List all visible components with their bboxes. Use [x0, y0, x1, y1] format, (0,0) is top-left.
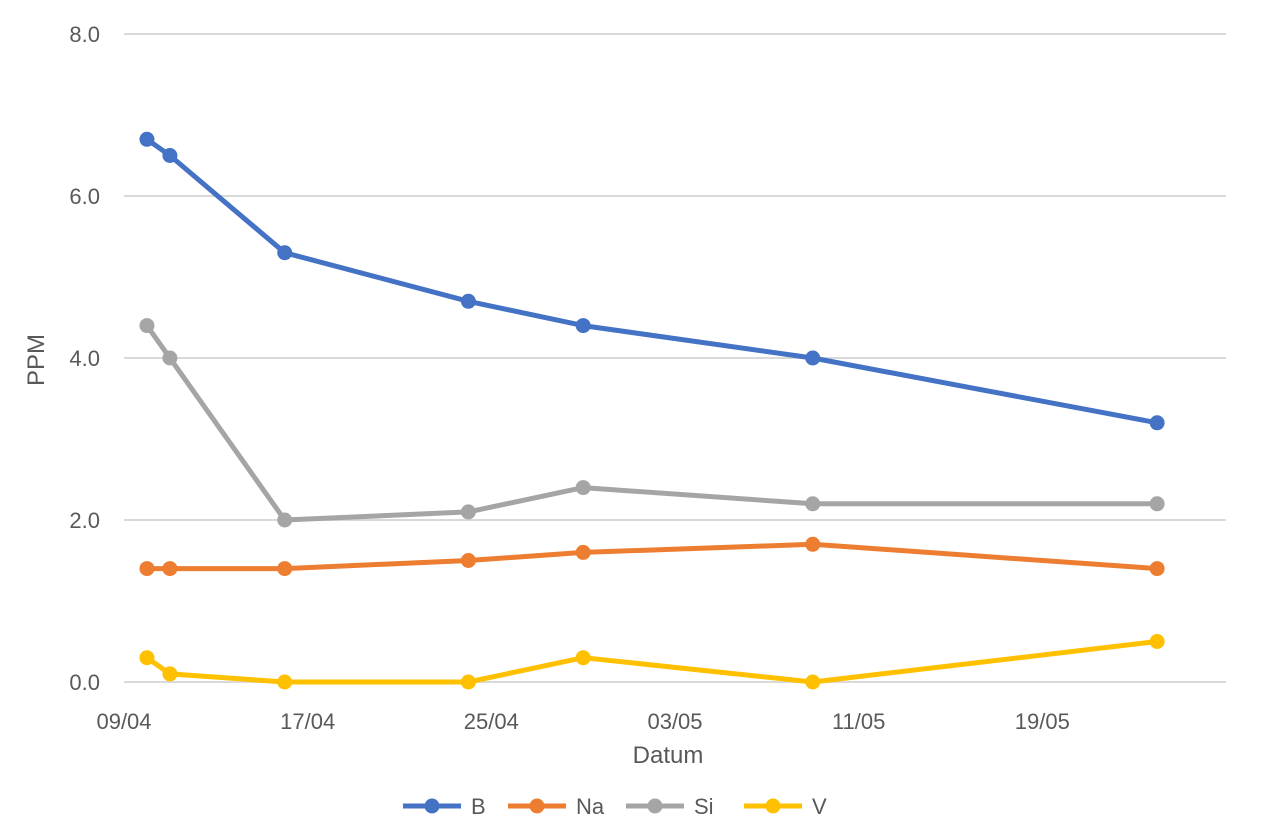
data-point-v: [162, 666, 178, 682]
legend-swatch-marker: [765, 798, 781, 814]
data-point-na: [1149, 561, 1165, 577]
series-line-si: [144, 323, 1160, 523]
data-point-v: [460, 674, 476, 690]
legend-item-v: V: [744, 794, 827, 819]
series-v: [139, 634, 1165, 690]
x-tick-label: 11/05: [832, 709, 885, 734]
legend-swatch-marker: [424, 798, 440, 814]
gridlines: [124, 33, 1226, 683]
y-tick-label: 4.0: [69, 346, 100, 371]
series-line-v: [144, 639, 1160, 685]
y-axis-title: PPM: [23, 334, 50, 386]
data-point-si: [460, 504, 476, 520]
data-point-v: [1149, 634, 1165, 649]
legend-swatch-marker: [647, 798, 663, 814]
x-axis-title: Datum: [633, 742, 704, 769]
data-point-b: [460, 293, 476, 309]
data-point-na: [162, 561, 178, 577]
y-axis-ticks: 0.0 2.0 4.0 6.0 8.0: [69, 22, 100, 695]
data-point-na: [277, 561, 293, 577]
series-b: [139, 131, 1165, 431]
data-point-b: [139, 131, 155, 147]
data-point-na: [575, 544, 591, 560]
x-axis-ticks: 09/04 17/04 25/04 03/05 11/05 19/05: [96, 709, 1069, 734]
data-point-si: [1149, 496, 1165, 512]
legend-swatch-marker: [529, 798, 545, 814]
x-tick-label: 19/05: [1015, 709, 1070, 734]
y-tick-label: 0.0: [69, 670, 100, 695]
data-point-si: [162, 350, 178, 366]
legend-label: Na: [576, 794, 605, 819]
legend-label: Si: [694, 794, 714, 819]
data-point-b: [162, 148, 178, 163]
data-point-na: [460, 553, 476, 568]
legend-item-na: Na: [508, 794, 605, 819]
data-point-si: [277, 512, 293, 528]
data-point-v: [575, 650, 591, 666]
data-point-si: [575, 480, 591, 496]
data-point-b: [575, 318, 591, 334]
series-line-b: [144, 136, 1160, 426]
data-point-si: [139, 318, 155, 334]
x-tick-label: 25/04: [464, 709, 519, 734]
data-point-si: [805, 496, 821, 512]
series-line-na: [144, 541, 1160, 572]
x-tick-label: 17/04: [280, 709, 335, 734]
series-na: [139, 536, 1165, 577]
y-tick-label: 8.0: [69, 22, 100, 47]
legend-label: B: [471, 794, 486, 819]
data-point-b: [277, 245, 293, 261]
data-point-v: [805, 674, 821, 690]
legend-item-b: B: [403, 794, 486, 819]
data-point-na: [805, 536, 821, 552]
data-point-v: [277, 674, 293, 690]
legend-item-si: Si: [626, 794, 714, 819]
legend-label: V: [812, 794, 827, 819]
series-si: [139, 318, 1165, 528]
data-point-na: [139, 561, 155, 577]
data-point-b: [1149, 415, 1165, 431]
y-tick-label: 6.0: [69, 184, 100, 209]
x-tick-label: 09/04: [96, 709, 151, 734]
series-layer: [139, 131, 1165, 690]
data-point-v: [139, 650, 155, 666]
x-tick-label: 03/05: [647, 709, 702, 734]
data-point-b: [805, 350, 821, 366]
y-tick-label: 2.0: [69, 508, 100, 533]
legend: B Na Si V: [403, 794, 827, 819]
